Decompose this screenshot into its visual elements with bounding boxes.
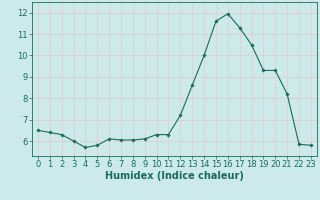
X-axis label: Humidex (Indice chaleur): Humidex (Indice chaleur) bbox=[105, 171, 244, 181]
